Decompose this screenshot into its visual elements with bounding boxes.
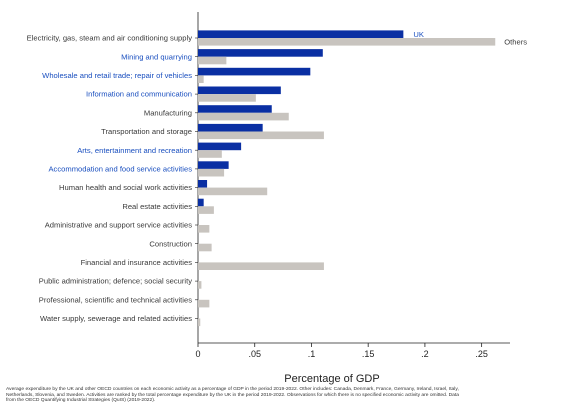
series-label-uk: UK <box>413 30 424 39</box>
x-axis-title: Percentage of GDP <box>284 373 379 385</box>
bar-others <box>198 243 212 252</box>
category-label: Administrative and support service activ… <box>45 221 192 230</box>
category-label: Professional, scientific and technical a… <box>39 295 192 304</box>
bar-uk <box>198 180 208 188</box>
category-label: Arts, entertainment and recreation <box>77 146 192 155</box>
bar-others <box>198 94 256 102</box>
x-tick-label: .1 <box>308 349 316 359</box>
bar-uk <box>198 49 323 57</box>
bar-others <box>198 281 202 289</box>
bar-others <box>198 225 210 233</box>
x-tick-label: .2 <box>421 349 429 359</box>
footnote-line-3: from the OECD Quantifying Industrial Str… <box>6 398 156 404</box>
bar-uk <box>198 198 204 207</box>
bar-others <box>198 75 204 83</box>
bar-others <box>198 168 225 177</box>
bar-uk <box>198 105 272 113</box>
x-tick-label: .15 <box>362 349 375 359</box>
bar-others <box>198 318 201 327</box>
bar-others <box>198 187 268 196</box>
bar-uk <box>198 67 311 76</box>
category-label: Human health and social work activities <box>59 183 192 192</box>
bar-uk <box>198 86 281 95</box>
bar-uk <box>198 161 229 169</box>
category-label: Electricity, gas, steam and air conditio… <box>27 34 193 43</box>
x-tick-label: .25 <box>475 349 488 359</box>
x-tick-label: 0 <box>195 349 200 359</box>
category-label: Real estate activities <box>122 202 192 211</box>
bar-others <box>198 112 289 121</box>
bar-others <box>198 262 324 270</box>
category-label: Wholesale and retail trade; repair of ve… <box>42 71 192 80</box>
category-label: Financial and insurance activities <box>81 258 193 267</box>
series-label-others: Others <box>504 38 527 47</box>
footnote-line-1: Average expenditure by the UK and other … <box>6 387 459 392</box>
category-label: Mining and quarrying <box>121 52 192 61</box>
bar-others <box>198 131 324 140</box>
category-label: Water supply, sewerage and related activ… <box>40 314 192 323</box>
bar-others <box>198 38 496 46</box>
footnote-line-2: Netherlands, Slovenia, and Sweden. Activ… <box>6 392 459 398</box>
bar-others <box>198 299 210 308</box>
category-label: Public administration; defence; social s… <box>39 277 192 286</box>
category-label: Accommodation and food service activitie… <box>48 165 192 174</box>
category-label: Manufacturing <box>144 108 192 117</box>
bar-uk <box>198 123 263 132</box>
x-tick-label: .05 <box>248 349 261 359</box>
bar-uk <box>198 30 404 38</box>
bar-others <box>198 206 214 214</box>
chart-footnote: Average expenditure by the UK and other … <box>6 387 562 404</box>
category-label: Information and communication <box>86 90 192 99</box>
bar-uk <box>198 142 242 151</box>
bar-others <box>198 150 222 158</box>
category-label: Construction <box>149 239 192 248</box>
bar-others <box>198 56 227 65</box>
category-label: Transportation and storage <box>101 127 192 136</box>
bar-chart: 0 .05 .1 .15 .2 .25 Percentage of GDP Electrici… <box>27 12 527 385</box>
